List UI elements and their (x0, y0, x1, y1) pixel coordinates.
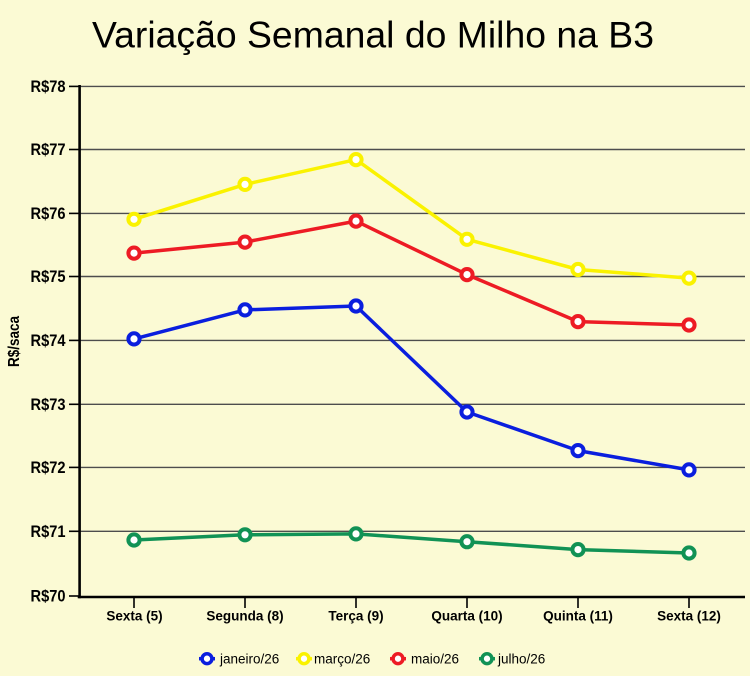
svg-text:R$70: R$70 (31, 588, 66, 606)
svg-text:Terça (9): Terça (9) (328, 609, 383, 624)
svg-text:R$/saca: R$/saca (6, 316, 23, 367)
svg-text:julho/26: julho/26 (497, 652, 545, 667)
svg-text:Quarta (10): Quarta (10) (431, 609, 502, 624)
svg-text:janeiro/26: janeiro/26 (219, 652, 279, 667)
svg-text:R$75: R$75 (31, 268, 66, 286)
svg-text:R$73: R$73 (31, 396, 66, 414)
svg-text:R$71: R$71 (31, 523, 66, 541)
svg-text:R$74: R$74 (31, 332, 67, 350)
svg-text:Quinta (11): Quinta (11) (543, 609, 613, 624)
svg-text:R$72: R$72 (31, 459, 66, 477)
svg-text:R$78: R$78 (31, 78, 66, 96)
svg-text:R$77: R$77 (31, 141, 66, 159)
svg-text:Sexta (12): Sexta (12) (657, 609, 721, 624)
svg-text:R$76: R$76 (31, 205, 66, 223)
svg-text:Sexta (5): Sexta (5) (106, 609, 162, 624)
svg-text:março/26: março/26 (314, 652, 370, 667)
svg-text:Variação Semanal do Milho na B: Variação Semanal do Milho na B3 (92, 14, 654, 56)
svg-text:maio/26: maio/26 (411, 652, 459, 667)
svg-text:Segunda (8): Segunda (8) (206, 609, 283, 624)
